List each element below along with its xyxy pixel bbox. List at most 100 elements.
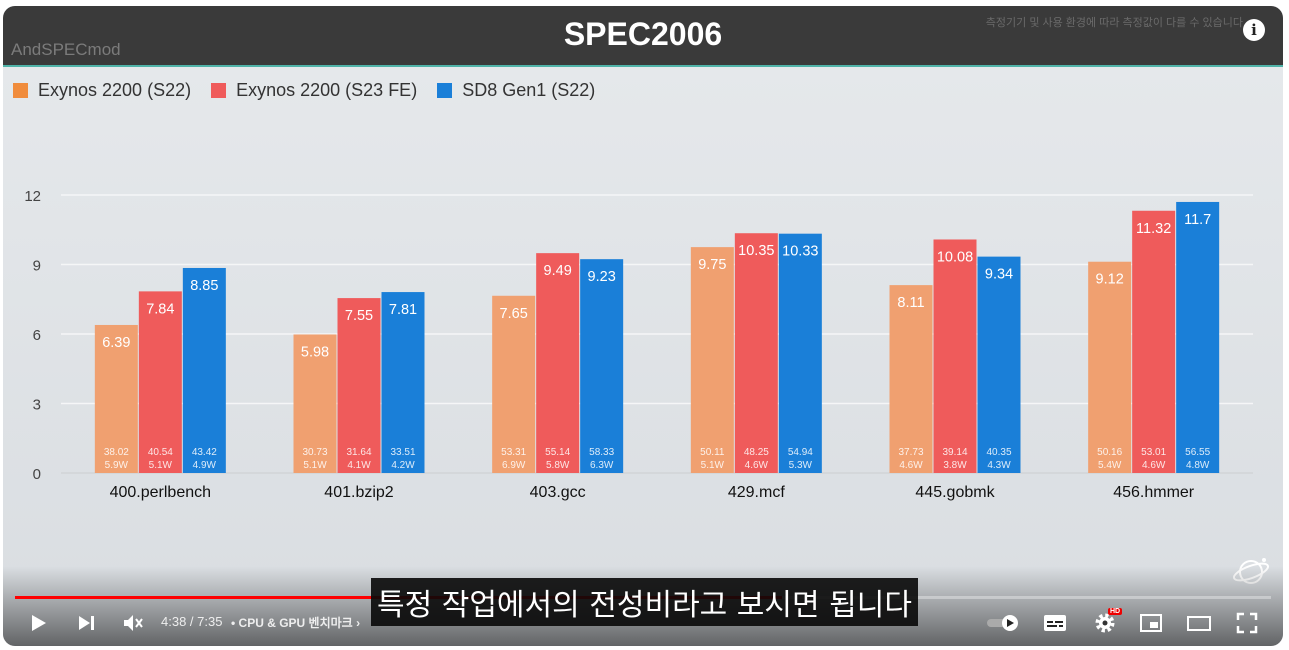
bar-score-label: 33.51 — [390, 447, 415, 458]
y-tick-label: 6 — [33, 327, 41, 344]
bar-power-label: 5.1W — [701, 460, 725, 471]
bar-score-label: 50.16 — [1097, 447, 1122, 458]
play-button[interactable] — [25, 610, 51, 636]
bar-score-label: 30.73 — [302, 447, 327, 458]
legend-swatch — [437, 82, 453, 98]
bar-value-label: 8.85 — [190, 278, 218, 294]
bar — [933, 239, 977, 473]
bar-value-label: 9.34 — [985, 267, 1013, 283]
time-display: 4:38 / 7:35 — [161, 614, 223, 629]
bar-score-label: 43.42 — [192, 447, 217, 458]
x-tick-label: 445.gobmk — [915, 484, 995, 501]
bar-score-label: 37.73 — [898, 447, 923, 458]
bar-power-label: 4.9W — [193, 460, 217, 471]
settings-button[interactable]: HD — [1091, 608, 1123, 636]
x-tick-label: 400.perlbench — [110, 484, 211, 501]
bar — [1132, 210, 1176, 473]
bar-score-label: 55.14 — [545, 447, 570, 458]
autoplay-toggle[interactable] — [985, 610, 1021, 636]
y-tick-label: 0 — [33, 466, 41, 483]
bar-score-label: 40.54 — [148, 447, 173, 458]
bar — [138, 291, 182, 473]
captions-button[interactable] — [1041, 610, 1069, 636]
bar-score-label: 50.11 — [700, 447, 725, 458]
x-tick-label: 456.hmmer — [1113, 484, 1195, 501]
legend-item: Exynos 2200 (S22) — [13, 80, 191, 101]
bar-power-label: 4.3W — [987, 460, 1011, 471]
legend-label: Exynos 2200 (S23 FE) — [236, 79, 418, 100]
chevron-right-icon: › — [356, 616, 361, 630]
bar-power-label: 5.8W — [546, 460, 570, 471]
title-bar: AndSPECmod SPEC2006 측정기기 및 사용 환경에 따라 측정값… — [3, 6, 1283, 65]
bar-value-label: 7.81 — [389, 302, 417, 318]
bar-power-label: 4.6W — [1142, 460, 1166, 471]
legend-item: Exynos 2200 (S23 FE) — [211, 80, 417, 101]
bar — [1088, 261, 1132, 473]
legend: Exynos 2200 (S22) Exynos 2200 (S23 FE) S… — [13, 75, 615, 105]
bar — [182, 267, 226, 473]
bar-power-label: 3.8W — [943, 460, 967, 471]
bar-value-label: 5.98 — [301, 344, 329, 360]
bar — [889, 285, 933, 473]
autoplay-toggle-icon — [987, 615, 1018, 631]
bar-value-label: 7.84 — [146, 301, 174, 317]
bar-power-label: 4.6W — [899, 460, 923, 471]
bar-power-label: 4.2W — [391, 460, 415, 471]
bar-value-label: 11.32 — [1136, 221, 1171, 237]
bar-power-label: 6.3W — [590, 460, 614, 471]
bar-value-label: 10.35 — [738, 243, 774, 259]
bar-score-label: 40.35 — [986, 447, 1011, 458]
mute-button[interactable] — [120, 610, 146, 636]
bar-score-label: 39.14 — [942, 447, 967, 458]
legend-swatch — [13, 82, 28, 98]
next-icon — [79, 616, 94, 630]
play-icon — [32, 615, 46, 631]
bar — [536, 253, 580, 473]
bar-score-label: 53.31 — [501, 447, 526, 458]
miniplayer-icon — [1140, 614, 1162, 632]
bar-power-label: 5.4W — [1098, 460, 1122, 471]
bar-score-label: 38.02 — [104, 447, 129, 458]
bar — [381, 292, 425, 473]
theater-icon — [1187, 616, 1211, 631]
bar — [1176, 201, 1220, 473]
bar-power-label: 4.6W — [745, 460, 769, 471]
fullscreen-button[interactable] — [1233, 610, 1261, 636]
next-button[interactable] — [73, 610, 99, 636]
bar-power-label: 5.1W — [303, 460, 327, 471]
bar-power-label: 6.9W — [502, 460, 526, 471]
bar-score-label: 53.01 — [1141, 447, 1166, 458]
mute-icon — [124, 615, 143, 631]
notice-text: 측정기기 및 사용 환경에 따라 측정값이 다를 수 있습니다 — [985, 17, 1243, 29]
bar-power-label: 4.8W — [1186, 460, 1210, 471]
bar — [492, 295, 536, 473]
legend-label: SD8 Gen1 (S22) — [462, 79, 596, 100]
miniplayer-button[interactable] — [1137, 610, 1165, 636]
bar-value-label: 8.11 — [897, 295, 924, 311]
chapter-button[interactable]: • CPU & GPU 벤치마크 › — [231, 614, 360, 631]
gear-icon — [1095, 613, 1115, 633]
bar — [580, 259, 624, 473]
video-player[interactable]: AndSPECmod SPEC2006 측정기기 및 사용 환경에 따라 측정값… — [3, 6, 1283, 646]
bar — [94, 324, 138, 473]
bar-value-label: 9.49 — [544, 263, 572, 279]
info-icon[interactable]: i — [1243, 19, 1265, 41]
theater-button[interactable] — [1185, 610, 1213, 636]
legend-item: SD8 Gen1 (S22) — [437, 80, 595, 101]
caption-text: 특정 작업에서의 전성비라고 보시면 됩니다 — [371, 578, 918, 626]
bar-value-label: 10.08 — [937, 249, 973, 265]
x-tick-label: 429.mcf — [728, 484, 785, 501]
bar-score-label: 54.94 — [788, 447, 813, 458]
y-tick-label: 12 — [24, 188, 41, 205]
bar-power-label: 5.3W — [789, 460, 813, 471]
bar-value-label: 10.33 — [782, 244, 818, 260]
bar-value-label: 6.39 — [102, 335, 130, 351]
bar-value-label: 7.55 — [345, 308, 373, 324]
bar-score-label: 58.33 — [589, 447, 614, 458]
bar — [778, 233, 822, 473]
hd-badge: HD — [1108, 608, 1123, 615]
bar-value-label: 7.65 — [500, 306, 528, 322]
y-tick-label: 9 — [33, 258, 41, 275]
chapter-label: • CPU & GPU 벤치마크 — [231, 616, 353, 630]
header-divider — [3, 65, 1283, 67]
